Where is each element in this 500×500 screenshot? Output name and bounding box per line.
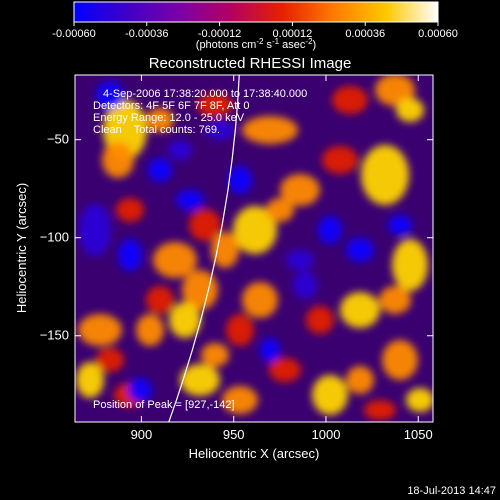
emission-blob [346, 238, 374, 262]
emission-blob [206, 120, 234, 140]
emission-blob [96, 348, 124, 372]
colorbar-tick-label: 0.00060 [418, 28, 458, 40]
emission-blob [168, 140, 192, 160]
plot-frame [74, 74, 434, 423]
emission-blob [269, 358, 301, 382]
emission-blob [182, 270, 218, 310]
colorbar-frame [73, 1, 439, 23]
y-axis-label: Heliocentric Y (arcsec) [14, 183, 29, 313]
emission-blob [375, 75, 415, 106]
colorbar: -0.00060 -0.00036 -0.00012 0.00012 0.00036 0.… [52, 1, 458, 51]
emission-blob [118, 239, 142, 271]
solar-limb-line [168, 75, 240, 422]
y-tick-label: −50 [47, 132, 69, 147]
emission-blob [169, 302, 201, 338]
emission-blob [379, 286, 411, 314]
colorbar-tick-label: 0.00012 [273, 28, 313, 40]
emission-blob [233, 206, 277, 254]
emission-blob [197, 93, 233, 117]
emission-blob [406, 388, 433, 412]
x-tick-label: 900 [131, 427, 153, 442]
x-tick-label: 1000 [312, 427, 341, 442]
emission-blob [340, 292, 380, 328]
info-detectors: Detectors: 4F 5F 6F 7F 8F, Att 0 [93, 100, 250, 112]
emission-blob [228, 166, 252, 194]
heatmap-emission [76, 75, 433, 420]
emission-blob [146, 286, 174, 314]
emission-blob [364, 400, 396, 420]
x-tick-label: 1050 [404, 427, 433, 442]
emission-blob [153, 242, 197, 278]
x-axis-label: Heliocentric X (arcsec) [189, 446, 320, 461]
emission-blob [396, 98, 424, 122]
x-tick-label: 950 [223, 427, 245, 442]
emission-blob [346, 366, 374, 394]
emission-blob [293, 271, 317, 299]
colorbar-bar [74, 2, 438, 22]
heatmap-image [75, 75, 433, 422]
emission-blob [201, 343, 229, 367]
y-tick-label: −100 [40, 230, 69, 245]
peak-position-label: Position of Peak = [927,-142] [93, 399, 235, 411]
emission-blob [222, 386, 258, 414]
footer-date: 18-Jul-2013 14:47 [407, 485, 496, 497]
colorbar-ticks: -0.00060 -0.00036 -0.00012 0.00012 0.00036 0.… [52, 22, 458, 40]
emission-blob [388, 215, 412, 235]
emission-blob [116, 198, 144, 222]
emission-blob [180, 364, 220, 396]
emission-blob [136, 314, 164, 346]
info-energy-range: Energy Range: 12.0 - 25.0 keV [93, 112, 245, 124]
emission-blob [128, 378, 152, 402]
emission-blob [361, 145, 409, 205]
emission-blob [318, 216, 342, 244]
emission-blob [176, 190, 204, 210]
emission-blob [78, 314, 122, 346]
x-axis-ticks: 900 950 1000 1050 [131, 75, 433, 442]
emission-blob [102, 142, 134, 178]
colorbar-unit-label: (photons cm-2 s-1 asec-2) [196, 37, 316, 51]
emission-blob [96, 81, 124, 109]
emission-blob [280, 174, 320, 206]
emission-blob [332, 86, 368, 114]
colorbar-tick-label: -0.00036 [125, 28, 168, 40]
y-tick-label: −150 [40, 328, 69, 343]
emission-blob [226, 314, 254, 346]
emission-blob [211, 232, 239, 268]
info-time-range: 4-Sep-2006 17:38:20.000 to 17:38:40.000 [103, 88, 307, 100]
emission-blob [322, 146, 358, 174]
emission-blob [286, 250, 314, 270]
emission-blob [306, 306, 334, 334]
info-clean-counts: Clean Total counts: 769. [93, 124, 220, 136]
emission-blob [242, 282, 278, 318]
emission-blob [392, 239, 428, 291]
colorbar-tick-label: -0.00012 [198, 28, 241, 40]
observation-info: 4-Sep-2006 17:38:20.000 to 17:38:40.000 … [93, 88, 307, 136]
emission-blob [79, 204, 111, 256]
chart-title: Reconstructed RHESSI Image [149, 55, 352, 72]
emission-blob [382, 340, 418, 380]
emission-blob [312, 375, 348, 415]
y-axis-ticks: −150 −100 −50 [40, 132, 433, 343]
colorbar-tick-label: 0.00036 [345, 28, 385, 40]
emission-blob [242, 116, 298, 144]
emission-blob [266, 198, 294, 222]
emission-blob [76, 362, 104, 398]
emission-blob [146, 108, 174, 132]
emission-blob [148, 158, 172, 182]
emission-blob [260, 338, 280, 362]
colorbar-tick-label: -0.00060 [52, 28, 95, 40]
emission-blob [189, 209, 221, 241]
